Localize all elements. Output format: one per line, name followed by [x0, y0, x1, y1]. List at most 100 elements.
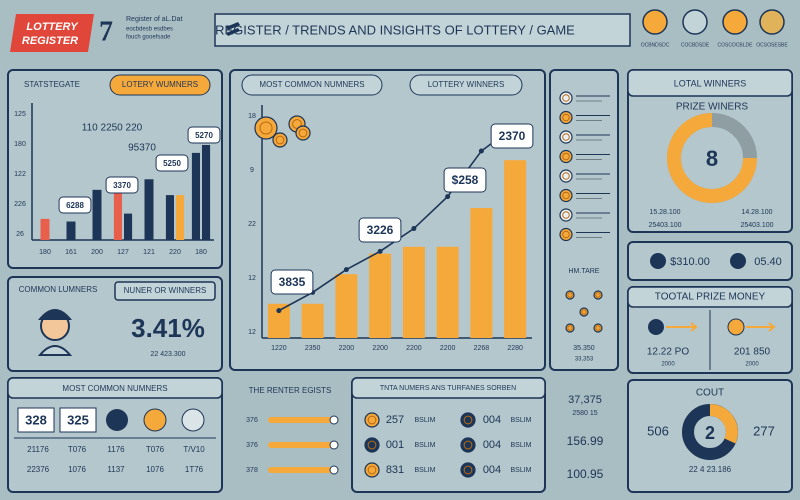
- tab-pill[interactable]: [241, 74, 383, 96]
- count-value: 22 4 23.186: [689, 465, 732, 474]
- tnta-cell: 004: [483, 414, 501, 426]
- coin: [460, 412, 476, 428]
- tab[interactable]: LOTTERY WINNERS: [428, 80, 505, 89]
- prize: 12.22 PO: [647, 347, 689, 358]
- hat: [38, 309, 72, 320]
- callout-text: 3226: [367, 223, 394, 237]
- coin: [559, 91, 573, 105]
- coin-inner: [463, 415, 473, 425]
- coin-inner: [581, 309, 587, 315]
- side-number: 100.95: [567, 467, 604, 481]
- arrow: [666, 322, 698, 332]
- coin-inner: [567, 292, 573, 298]
- number: T/V10: [183, 445, 205, 454]
- number-box: [17, 407, 55, 433]
- big-number: 3.41%: [131, 313, 205, 343]
- icon: [730, 253, 746, 269]
- tnta-cell: BSLIM: [414, 417, 435, 424]
- coin-inner: [562, 94, 570, 102]
- icon-caption: COSCOCBLDE: [717, 42, 753, 48]
- panel-subtitle: PRIZE WINERS: [676, 102, 749, 113]
- number: 22376: [27, 465, 50, 474]
- y-axis-label: 18: [248, 113, 256, 120]
- slider-knob: [329, 465, 339, 475]
- tab[interactable]: MOST COMMON NUMNERS: [259, 80, 364, 89]
- number: 328: [25, 412, 47, 427]
- panel-title: MOST COMMON NUMNERS: [62, 384, 167, 393]
- panel-title: TOOTAL PRIZE MONEY: [655, 292, 766, 303]
- callout: [105, 176, 139, 194]
- pill-text: NUNER OR WINNERS: [124, 286, 207, 295]
- number: T076: [146, 445, 165, 454]
- prize: 2000: [745, 362, 759, 368]
- tnta-cell: 831: [386, 464, 404, 476]
- number: 1137: [107, 465, 125, 474]
- tab[interactable]: STATSTEGATE: [24, 80, 80, 89]
- label: 25403.100: [740, 222, 773, 229]
- callout: [490, 123, 534, 149]
- pill: [114, 281, 216, 301]
- bar: [267, 303, 290, 338]
- line-point: [478, 148, 484, 154]
- coin-inner: [367, 415, 377, 425]
- gauge-arc: [667, 113, 757, 203]
- coin-inner: [259, 121, 273, 135]
- tab-pill[interactable]: [409, 74, 523, 96]
- x-tick-label: 2350: [305, 345, 321, 352]
- label: 14.28.100: [741, 209, 772, 216]
- gauge-value: 8: [706, 146, 718, 171]
- bar: [40, 218, 50, 240]
- shirt: [37, 345, 73, 356]
- list-label: HM.TARE: [569, 268, 600, 275]
- coin: [460, 462, 476, 478]
- x-tick-label: 180: [39, 249, 51, 256]
- callout-text: 5270: [195, 131, 213, 140]
- arrow: [746, 322, 776, 332]
- callout-text: 5250: [163, 159, 181, 168]
- callout-text: 2370: [499, 129, 526, 143]
- list-value: 35.350: [573, 345, 595, 352]
- slider-track: [268, 442, 334, 448]
- tnta-cell: 004: [483, 439, 501, 451]
- strip: [627, 69, 793, 97]
- coin-inner: [463, 440, 473, 450]
- title-bar: [214, 13, 631, 47]
- icon: [759, 9, 785, 35]
- x-tick-label: 2200: [440, 345, 456, 352]
- bar: [369, 253, 392, 338]
- prize: 201 850: [734, 347, 771, 358]
- coin: [254, 116, 278, 140]
- panel-title: THE RENTER EGISTS: [249, 386, 332, 395]
- icon: [682, 9, 708, 35]
- tnta-cell: 004: [483, 464, 501, 476]
- tab[interactable]: LOTERY WUMNERS: [122, 80, 198, 89]
- slider-track: [268, 417, 334, 423]
- callout: [443, 167, 487, 193]
- strip: [351, 377, 546, 399]
- bar: [335, 274, 358, 338]
- coin: [559, 110, 573, 125]
- tab-pill[interactable]: [109, 74, 211, 96]
- panel: [627, 241, 793, 281]
- panel-title: TNTA NUMERS ANS TURFANES SORBEN: [380, 385, 516, 392]
- number: T076: [68, 445, 87, 454]
- icon: [648, 319, 664, 335]
- header-icons: [642, 9, 785, 35]
- bar: [436, 246, 459, 338]
- coin-inner: [367, 465, 377, 475]
- number-box: [59, 407, 97, 433]
- icon-caption: COCBDSDE: [681, 42, 710, 48]
- bar: [66, 221, 76, 240]
- coin: [272, 132, 288, 148]
- tnta-cell: BSLIM: [510, 417, 531, 424]
- slider-knob: [329, 440, 339, 450]
- bar: [402, 246, 425, 338]
- coin: [559, 130, 573, 144]
- number: 1076: [68, 465, 86, 474]
- coin: [593, 290, 603, 300]
- coin: [559, 169, 573, 183]
- coin: [364, 412, 380, 428]
- coin: [559, 208, 573, 222]
- side-number: 37,375: [568, 394, 602, 406]
